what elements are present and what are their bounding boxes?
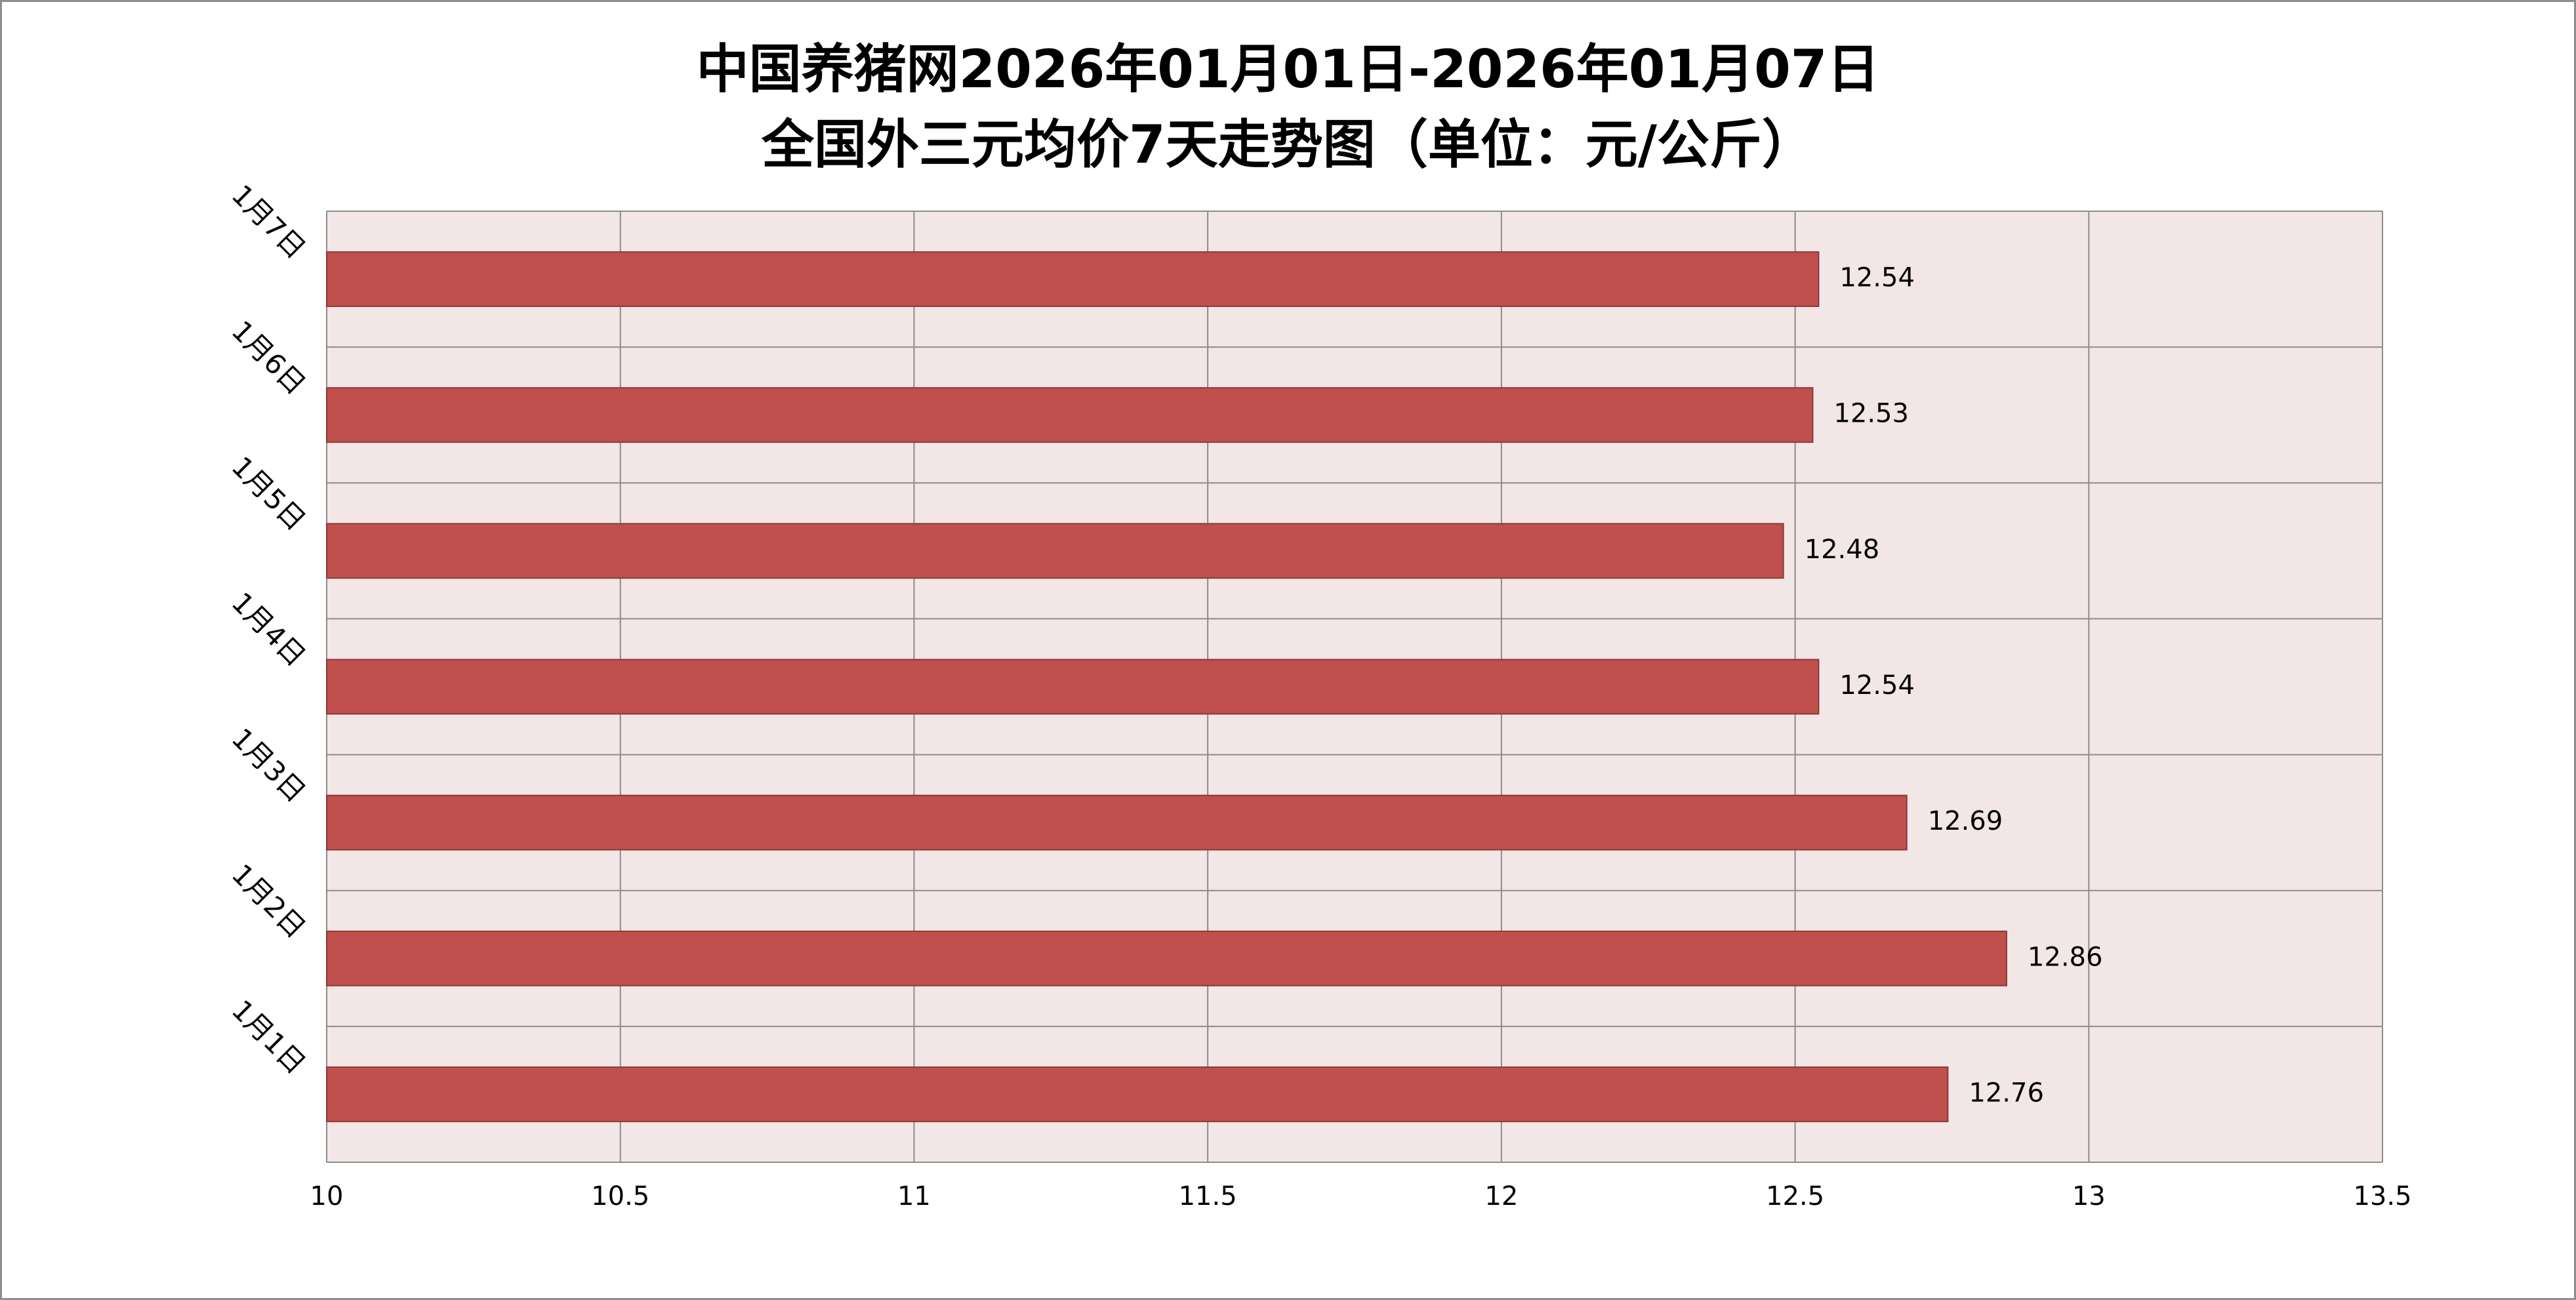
- data-label: 12.69: [1928, 806, 2003, 836]
- data-label: 12.86: [2028, 942, 2103, 972]
- chart-title-line-1: 中国养猪网2026年01月01日-2026年01月07日: [696, 39, 1880, 100]
- x-tick-label: 13: [2072, 1181, 2106, 1211]
- x-tick-label: 10.5: [591, 1181, 649, 1211]
- x-axis-tick-labels: 10 10.5 11 11.5 12 12.5 13 13.5: [310, 1181, 2412, 1211]
- data-labels: 12.76 12.86 12.69 12.54 12.48 12.53 12.54: [1805, 263, 2103, 1108]
- category-label: 1月4日: [226, 586, 312, 673]
- bar-1月7日: [326, 251, 1820, 307]
- bar-1月4日: [326, 659, 1820, 715]
- bar-1月1日: [326, 1066, 1949, 1122]
- category-label: 1月1日: [226, 994, 312, 1080]
- bar-1月2日: [326, 930, 2007, 986]
- category-label: 1月6日: [226, 314, 312, 401]
- bars: [326, 251, 2007, 1122]
- bar-1月3日: [326, 794, 1908, 851]
- x-tick-label: 12: [1484, 1181, 1518, 1211]
- x-tick-label: 13.5: [2353, 1181, 2411, 1211]
- data-label: 12.48: [1805, 535, 1880, 565]
- category-label: 1月2日: [226, 858, 312, 945]
- bar-1月6日: [326, 387, 1814, 443]
- x-tick-label: 12.5: [1766, 1181, 1824, 1211]
- chart-title: 中国养猪网2026年01月01日-2026年01月07日 全国外三元均价7天走势…: [0, 31, 2576, 182]
- x-tick-label: 10: [310, 1181, 344, 1211]
- chart-title-line-2: 全国外三元均价7天走势图（单位：元/公斤）: [762, 114, 1814, 175]
- category-label: 1月5日: [226, 451, 312, 537]
- category-label: 1月7日: [226, 178, 312, 265]
- data-label: 12.54: [1839, 263, 1915, 293]
- data-label: 12.76: [1969, 1078, 2044, 1108]
- bar-1月5日: [326, 523, 1784, 579]
- x-tick-label: 11.5: [1179, 1181, 1237, 1211]
- data-label: 12.53: [1833, 399, 1909, 429]
- x-tick-label: 11: [897, 1181, 931, 1211]
- category-labels: 1月1日 1月2日 1月3日 1月4日 1月5日 1月6日 1月7日: [226, 178, 312, 1080]
- category-label: 1月3日: [226, 722, 312, 809]
- data-label: 12.54: [1839, 670, 1915, 701]
